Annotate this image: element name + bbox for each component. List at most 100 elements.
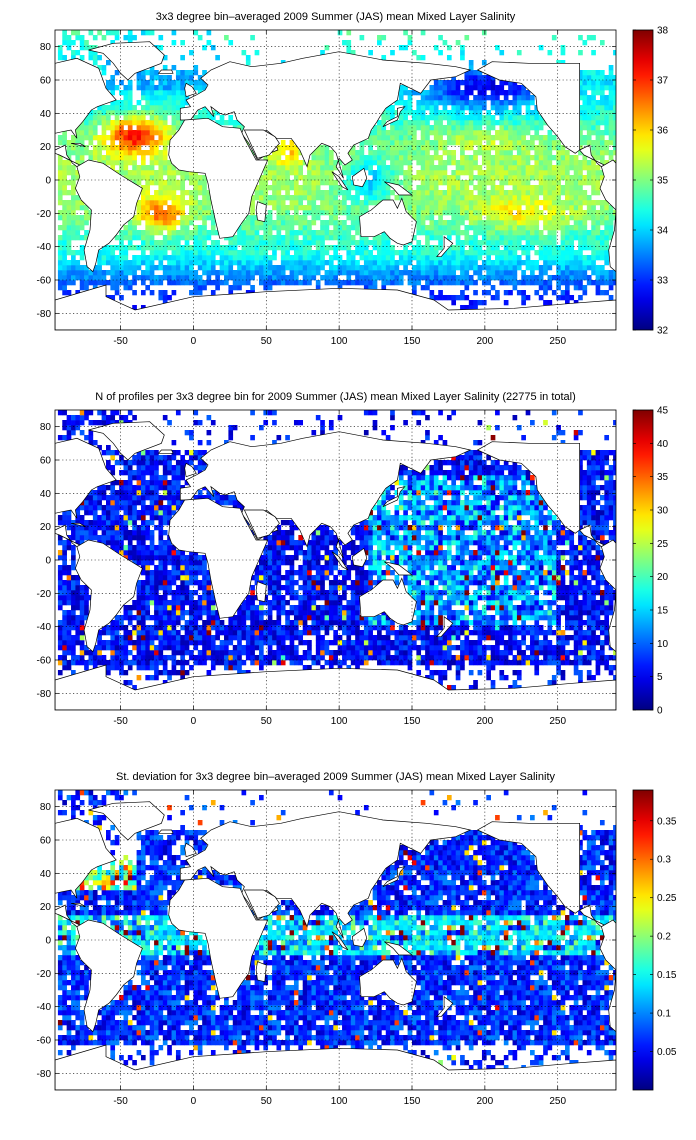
- heatmap-cell: [324, 220, 330, 226]
- heatmap-cell: [503, 290, 509, 296]
- heatmap-cell: [57, 260, 63, 266]
- heatmap-cell: [565, 195, 570, 201]
- heatmap-cell: [551, 655, 557, 661]
- heatmap-cell: [599, 175, 605, 181]
- heatmap-cell: [425, 285, 430, 291]
- heatmap-cell: [425, 125, 430, 131]
- heatmap-cell: [455, 240, 461, 246]
- heatmap-cell: [416, 230, 422, 236]
- heatmap-cell: [315, 640, 321, 646]
- heatmap-cell: [442, 130, 448, 136]
- heatmap-cell: [455, 170, 461, 176]
- heatmap-cell: [613, 280, 616, 286]
- heatmap-cell: [608, 665, 614, 671]
- heatmap-cell: [530, 195, 535, 201]
- heatmap-cell: [79, 280, 85, 286]
- heatmap-cell: [455, 180, 461, 186]
- heatmap-cell: [569, 280, 575, 286]
- heatmap-cell: [473, 95, 478, 101]
- heatmap-cell: [127, 640, 133, 646]
- heatmap-cell: [293, 240, 299, 246]
- heatmap-cell: [106, 115, 111, 121]
- heatmap-cell: [315, 635, 321, 641]
- heatmap-cell: [455, 280, 461, 286]
- heatmap-cell: [210, 210, 216, 216]
- heatmap-cell: [591, 120, 596, 126]
- heatmap-cell: [381, 615, 387, 621]
- heatmap-cell: [333, 660, 338, 666]
- heatmap-cell: [586, 95, 592, 101]
- heatmap-cell: [149, 95, 155, 101]
- heatmap-cell: [359, 275, 365, 281]
- heatmap-cell: [516, 125, 522, 131]
- heatmap-cell: [591, 175, 596, 181]
- heatmap-cell: [372, 635, 378, 641]
- heatmap-cell: [315, 150, 321, 156]
- heatmap-cell: [503, 245, 509, 251]
- heatmap-cell: [71, 145, 76, 151]
- heatmap-cell: [390, 105, 395, 111]
- heatmap-cell: [171, 280, 177, 286]
- heatmap-cell: [71, 180, 76, 186]
- heatmap-cell: [119, 90, 124, 96]
- heatmap-cell: [307, 175, 312, 181]
- heatmap-cell: [350, 215, 356, 221]
- heatmap-cell: [350, 200, 356, 206]
- heatmap-cell: [403, 125, 408, 131]
- heatmap-cell: [473, 280, 478, 286]
- heatmap-cell: [477, 80, 483, 86]
- heatmap-cell: [202, 115, 207, 121]
- heatmap-cell: [250, 635, 255, 641]
- heatmap-cell: [543, 140, 548, 146]
- heatmap-cell: [486, 170, 491, 176]
- heatmap-cell: [114, 35, 120, 41]
- heatmap-cell: [320, 655, 325, 661]
- heatmap-cell: [175, 100, 181, 106]
- heatmap-cell: [412, 130, 417, 136]
- heatmap-cell: [337, 245, 343, 251]
- heatmap-cell: [538, 135, 544, 141]
- heatmap-cell: [140, 270, 146, 276]
- heatmap-cell: [407, 260, 413, 266]
- heatmap-cell: [503, 640, 509, 646]
- heatmap-cell: [140, 105, 146, 111]
- heatmap-cell: [320, 635, 325, 641]
- heatmap-cell: [591, 260, 596, 266]
- heatmap-cell: [473, 155, 478, 161]
- heatmap-cell: [328, 190, 334, 196]
- heatmap-cell: [158, 245, 164, 251]
- heatmap-cell: [232, 625, 238, 631]
- heatmap-cell: [114, 665, 120, 671]
- heatmap-cell: [573, 200, 579, 206]
- heatmap-cell: [578, 285, 583, 291]
- heatmap-cell: [534, 200, 540, 206]
- heatmap-cell: [377, 145, 382, 151]
- y-tick-label: -20: [37, 209, 52, 220]
- heatmap-cell: [464, 195, 470, 201]
- heatmap-cell: [486, 80, 491, 86]
- heatmap-cell: [337, 255, 343, 261]
- heatmap-cell: [451, 85, 457, 91]
- heatmap-cell: [530, 215, 535, 221]
- heatmap-cell: [254, 655, 260, 661]
- heatmap-cell: [604, 215, 610, 221]
- heatmap-cell: [481, 170, 487, 176]
- land-polygon: [476, 61, 580, 154]
- heatmap-cell: [425, 640, 430, 646]
- heatmap-cell: [267, 270, 273, 276]
- heatmap-cell: [377, 175, 382, 181]
- heatmap-cell: [250, 210, 255, 216]
- heatmap-cell: [140, 120, 146, 126]
- heatmap-cell: [464, 645, 470, 651]
- heatmap-cell: [377, 660, 382, 666]
- heatmap-cell: [359, 190, 365, 196]
- heatmap-cell: [136, 215, 142, 221]
- heatmap-cell: [355, 260, 360, 266]
- heatmap-cell: [595, 655, 601, 661]
- heatmap-cell: [582, 630, 588, 636]
- heatmap-cell: [586, 140, 592, 146]
- heatmap-cell: [377, 40, 382, 46]
- heatmap-cell: [250, 220, 255, 226]
- heatmap-cell: [189, 265, 194, 271]
- heatmap-cell: [578, 95, 583, 101]
